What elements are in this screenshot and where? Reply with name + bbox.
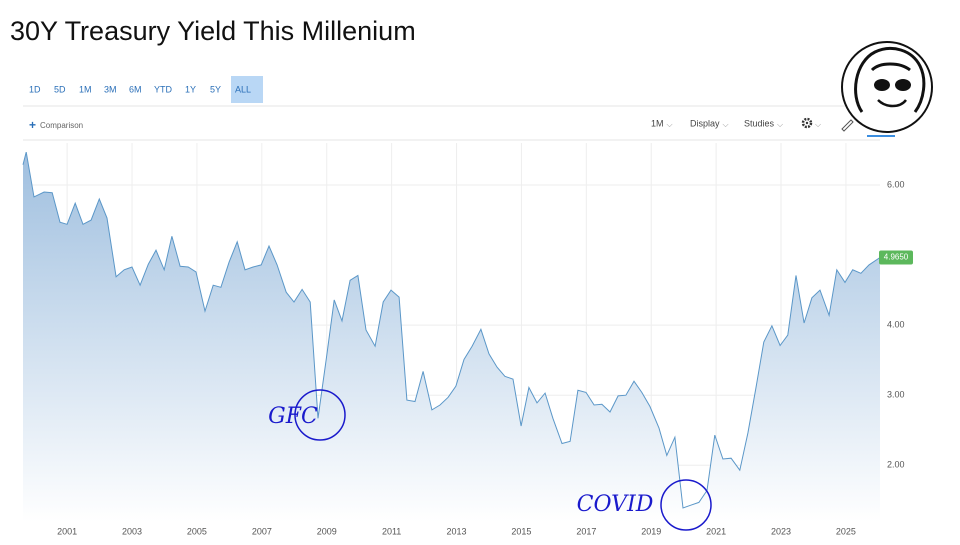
toolbar-button[interactable]: 1M [651,118,664,128]
last-value-label: 4.9650 [884,253,909,262]
x-tick-label: 2009 [317,526,337,536]
x-tick-label: 2003 [122,526,142,536]
range-button[interactable]: 3M [104,84,117,94]
last-value-badge [879,250,913,265]
dropdown-caret: ⌵ [667,120,673,129]
range-button[interactable]: ALL [235,84,251,94]
x-tick-label: 2013 [447,526,467,536]
annotation: GFC [268,404,318,429]
x-tick-label: 2017 [576,526,596,536]
dropdown-caret: ⌵ [815,120,821,129]
comparison-button[interactable]: Comparison [40,121,83,130]
x-tick-label: 2007 [252,526,272,536]
y-tick-label: 6.00 [887,179,905,189]
toolbar-button[interactable]: Display [690,118,720,128]
x-tick-label: 2011 [382,526,401,536]
annotation-circle [660,479,712,531]
x-tick-label: 2025 [836,526,856,536]
dropdown-caret: ⌵ [723,120,729,129]
y-tick-label: 4.00 [887,320,905,330]
plus-icon[interactable]: + [29,118,36,132]
settings-icon[interactable] [801,117,813,129]
range-button[interactable]: 6M [129,84,142,94]
annotation: COVID [577,492,654,517]
toolbar-button[interactable]: Studies [744,118,775,128]
line [22,151,881,509]
x-tick-label: 2023 [771,526,791,536]
range-button[interactable]: 1M [79,84,92,94]
range-button[interactable]: 5D [54,84,66,94]
x-tick-label: 2021 [706,526,726,536]
y-tick-label: 3.00 [887,390,905,400]
range-button[interactable]: 1Y [185,84,196,94]
range-button-active [231,76,263,103]
x-tick-label: 2015 [511,526,531,536]
y-tick-label: 2.00 [887,460,905,470]
area-fill [23,152,880,522]
range-button[interactable]: 5Y [210,84,221,94]
annotation-circle [294,389,346,441]
x-tick-label: 2005 [187,526,207,536]
range-button[interactable]: 1D [29,84,41,94]
dropdown-caret: ⌵ [777,120,783,129]
page-title: 30Y Treasury Yield This Millenium [10,16,416,46]
pencil-icon[interactable] [841,119,854,132]
logo [841,41,933,133]
x-tick-label: 2019 [641,526,661,536]
x-tick-label: 2001 [57,526,77,536]
range-button[interactable]: YTD [154,84,173,94]
